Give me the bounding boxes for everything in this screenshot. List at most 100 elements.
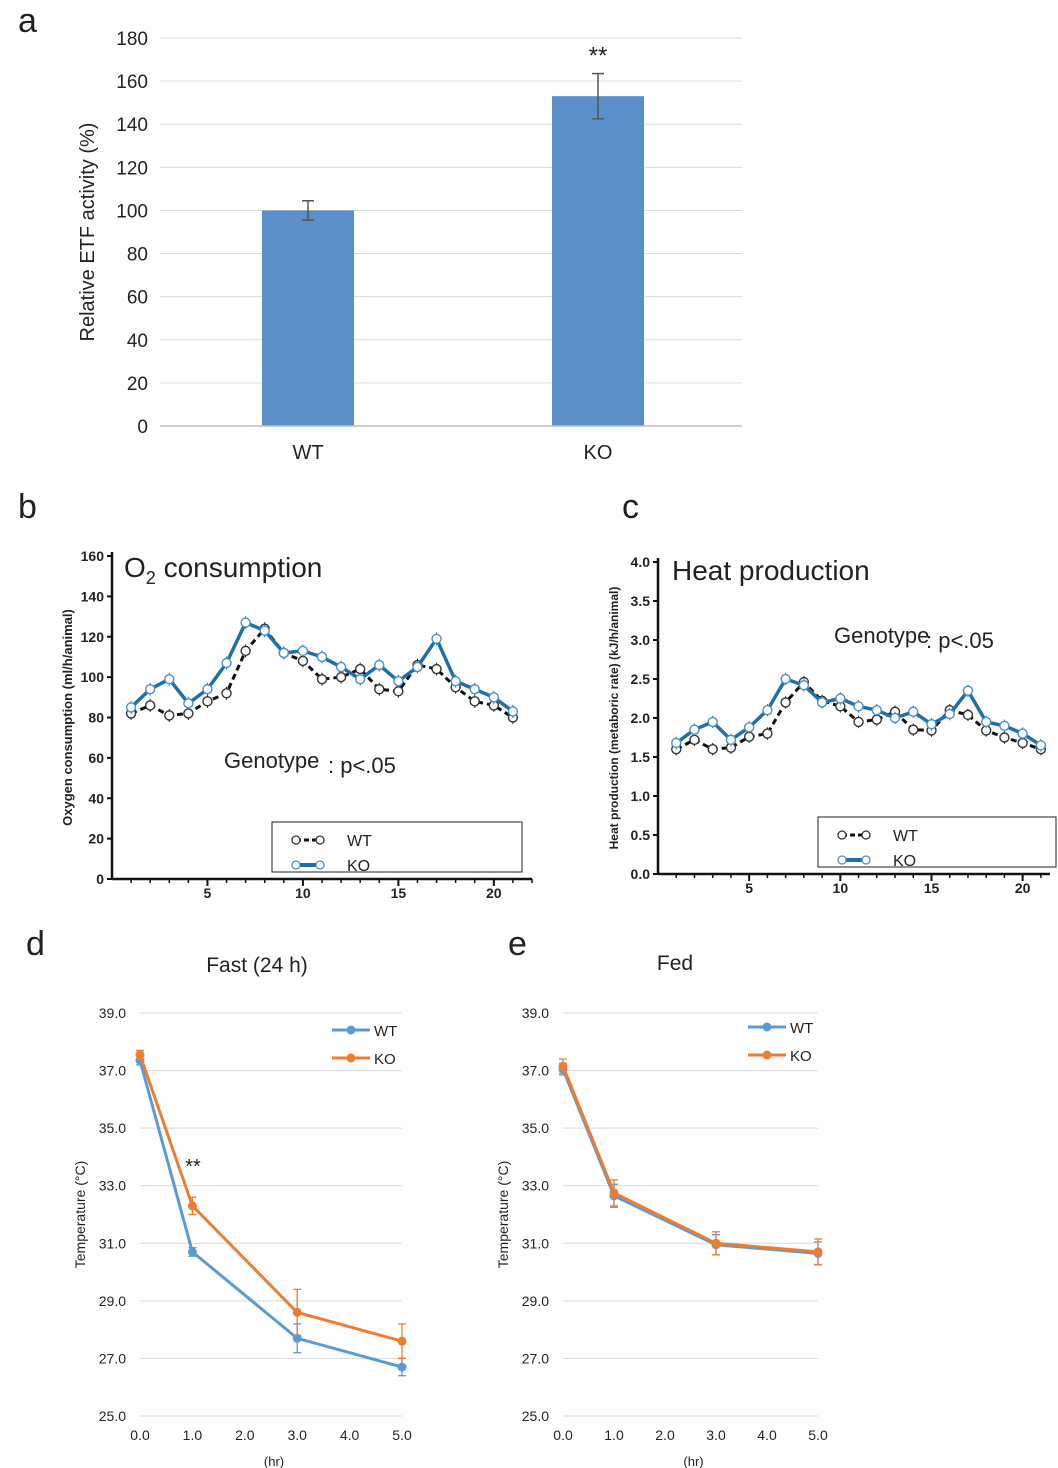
data-point-ko [488,692,500,703]
panel-label-d: d [26,925,45,963]
data-point-ko [780,673,791,685]
panel-label-c: c [622,488,639,526]
series-line-ko [561,1065,819,1254]
x-tick-label: 5.0 [392,1427,412,1443]
y-axis-label: Oxygen consumption (ml/h/animal) [60,609,75,826]
x-tick-label: 10 [295,885,311,901]
data-point-ko [853,701,864,712]
data-point-ko [707,716,718,728]
series-line-ko [138,1054,403,1343]
y-tick-label: 31.0 [522,1235,549,1251]
x-tick-label: KO [584,442,613,464]
data-point-ko [183,698,194,709]
y-tick-label: 37.0 [522,1063,549,1079]
panel-a-bar-chart: 0 20 40 60 80 100 120 140 160 180 WT KO ** Relative E… [77,29,742,464]
data-point-wt [354,663,366,675]
y-tick-label: 35.0 [522,1120,549,1136]
y-tick-label: 120 [81,629,105,645]
data-point-wt [374,684,385,695]
y-tick-label: 60 [88,750,104,766]
legend-marker [315,835,325,845]
panel-c-line-chart: 0.0 0.5 1.0 1.5 2.0 2.5 3.0 3.5 4.0 5 10 15 20 Heat p… [607,554,1057,896]
data-point-wt [962,709,974,721]
panel-e-line-chart: 25.0 27.0 29.0 31.0 33.0 35.0 37.0 39.0 0.0 1.0 2.… [495,952,828,1468]
legend-label-wt: WT [893,828,918,845]
y-tick-label: 33.0 [522,1178,549,1194]
y-tick-label: 140 [116,115,148,136]
y-tick-label: 39.0 [99,1005,126,1021]
legend-marker [837,830,847,840]
y-tick-label: 31.0 [99,1235,126,1251]
y-tick-label: 120 [116,158,148,179]
data-point-wt [707,744,718,755]
data-point-ko [835,693,846,704]
legend-label-wt: WT [374,1023,397,1040]
data-point-ko [335,661,347,673]
y-tick-label: 4.0 [631,554,651,570]
y-tick-label: 35.0 [99,1120,126,1136]
y-tick-label: 60 [127,288,148,309]
x-tick-label: 2.0 [655,1427,675,1443]
series-line-wt [130,626,514,719]
legend-marker [837,855,847,865]
y-axis-label: Heat production (metaboric rate) (kJ/h/a… [607,587,621,850]
y-tick-label: 29.0 [522,1293,549,1309]
x-tick-label: 15 [391,885,407,901]
x-tick-label: 20 [1015,880,1031,896]
data-point-wt [316,673,328,685]
y-tick-label: 0.5 [631,827,651,843]
data-point-wt [221,688,232,699]
legend-marker [315,860,325,870]
y-tick-label: 160 [81,548,105,564]
data-point-ko [1035,740,1047,751]
data-point-ko [292,1307,302,1317]
x-tick-label: 0.0 [130,1427,150,1443]
data-point-ko [798,680,810,691]
bar-ko [552,96,644,426]
y-tick-label: 40 [88,790,104,806]
y-axis-label: Temperature (°C) [72,1161,88,1269]
x-tick-label: 2.0 [235,1427,255,1443]
x-tick-label: 1.0 [183,1427,203,1443]
data-point-wt [144,700,156,711]
data-point-ko [412,661,423,673]
y-tick-label: 0.0 [631,866,651,882]
data-point-ko [507,706,519,717]
annotation-label: Genotype [834,623,929,648]
y-tick-label: 2.0 [631,710,651,726]
y-tick-label: 20 [88,831,104,847]
annotation-label: Genotype [224,748,319,773]
y-tick-label: 180 [116,29,148,50]
y-tick-label: 3.5 [631,593,651,609]
data-point-ko [297,645,309,657]
data-point-ko [164,673,175,685]
y-tick-label: 1.5 [631,749,651,765]
data-point-ko [187,1201,197,1211]
legend-label-ko: KO [893,853,916,870]
data-point-wt [240,645,251,657]
data-point-ko [431,633,442,644]
data-point-ko [962,685,974,696]
data-point-ko [374,659,385,671]
x-axis-label: (hr) [264,1454,284,1468]
y-tick-label: 25.0 [522,1408,549,1424]
legend-marker [861,830,871,840]
legend-marker [291,860,301,870]
data-point-ko [743,722,755,733]
panel-d-line-chart: 25.0 27.0 29.0 31.0 33.0 35.0 37.0 39.0 0.0 1.0 2.… [72,954,412,1468]
data-point-ko [689,724,700,735]
data-point-ko [711,1238,721,1248]
data-point-ko [813,1247,823,1257]
data-point-ko [871,705,882,716]
data-point-ko [908,706,919,717]
data-point-wt [187,1247,197,1257]
data-point-wt [689,734,700,746]
y-tick-label: 39.0 [522,1005,549,1021]
title-part: consumption [156,552,323,583]
legend-marker [861,855,871,865]
data-point-wt [397,1362,407,1372]
title-subscript: 2 [146,568,156,588]
data-point-ko [558,1061,568,1071]
series-line-wt [138,1060,403,1369]
data-point-ko [316,651,328,663]
